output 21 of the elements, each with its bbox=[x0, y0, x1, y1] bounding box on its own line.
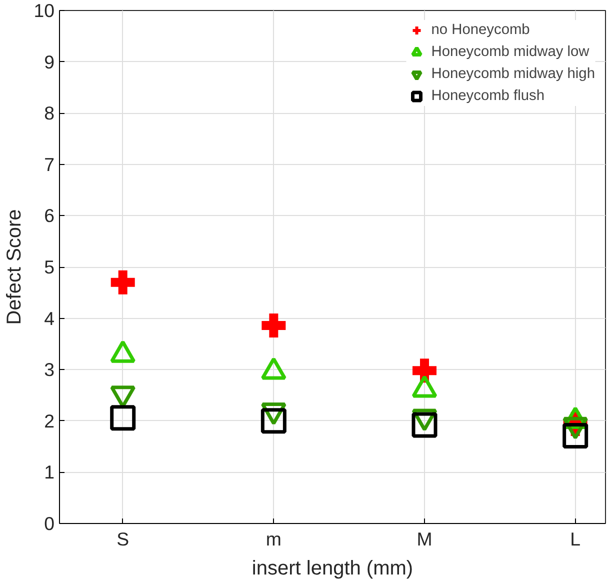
x-tick-label: m bbox=[266, 528, 282, 550]
y-tick-label: 10 bbox=[34, 0, 55, 21]
y-tick-label: 7 bbox=[44, 154, 55, 175]
legend-label: no Honeycomb bbox=[431, 22, 530, 38]
y-tick-label: 6 bbox=[44, 205, 55, 226]
y-tick-label: 9 bbox=[44, 51, 55, 72]
legend-label: Honeycomb midway low bbox=[431, 44, 590, 60]
y-tick-label: 1 bbox=[44, 462, 55, 483]
y-tick-label: 5 bbox=[44, 256, 55, 278]
y-tick-label: 3 bbox=[44, 359, 55, 380]
y-tick-label: 8 bbox=[44, 102, 55, 124]
y-tick-label: 0 bbox=[44, 513, 55, 534]
x-tick-label: M bbox=[416, 528, 432, 550]
x-tick-label: S bbox=[116, 528, 130, 550]
legend-label: Honeycomb midway high bbox=[431, 66, 595, 82]
x-axis-title: insert length (mm) bbox=[252, 558, 414, 580]
y-tick-label: 4 bbox=[44, 308, 55, 329]
y-tick-label: 2 bbox=[44, 410, 55, 432]
y-axis-title: Defect Score bbox=[4, 209, 26, 325]
x-tick-label: L bbox=[570, 528, 581, 550]
legend-label: Honeycomb flush bbox=[431, 88, 544, 104]
